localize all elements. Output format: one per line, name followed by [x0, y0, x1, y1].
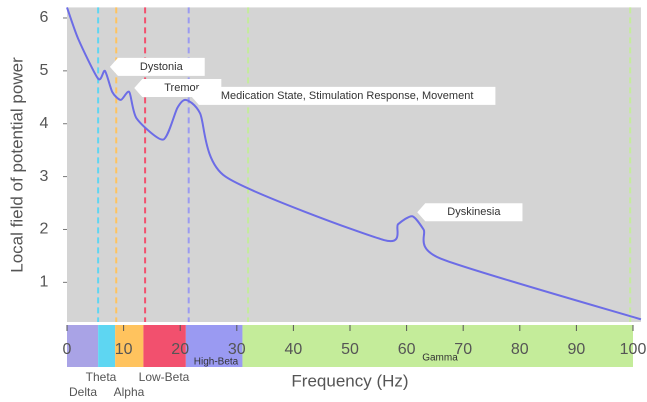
band	[98, 325, 116, 367]
x-tick-label: 40	[285, 341, 303, 358]
band	[67, 325, 99, 367]
callout-label: Medication State, Stimulation Response, …	[221, 90, 474, 102]
band-label: Theta	[86, 370, 117, 384]
x-tick-label: 0	[63, 341, 72, 358]
band	[143, 325, 186, 367]
band-label: Delta	[69, 385, 97, 399]
callout-box	[417, 203, 523, 222]
x-tick-label: 30	[228, 341, 246, 358]
x-tick-label: 50	[341, 341, 359, 358]
y-tick-label: 3	[40, 168, 49, 185]
callout: Medication State, Stimulation Response, …	[190, 86, 496, 105]
x-tick-label: 90	[568, 341, 586, 358]
band	[242, 325, 633, 367]
y-tick-label: 4	[40, 115, 49, 132]
plot-area	[67, 7, 641, 323]
band	[185, 325, 243, 367]
callout-box	[109, 57, 205, 76]
band-label: Alpha	[114, 385, 145, 399]
x-tick-label: 70	[454, 341, 472, 358]
y-tick-label: 1	[40, 274, 49, 291]
band-label: Gamma	[422, 353, 458, 364]
callout: Dyskinesia	[417, 203, 523, 222]
x-tick-label: 80	[511, 341, 529, 358]
band	[115, 325, 144, 367]
callout: Dystonia	[109, 57, 205, 76]
x-axis-title: Frequency (Hz)	[291, 371, 408, 390]
x-tick-label: 60	[398, 341, 416, 358]
callout-box	[190, 86, 496, 105]
y-axis-title: Local field of potential power	[7, 57, 26, 273]
callout-label: Dystonia	[140, 61, 184, 73]
x-tick-label: 20	[171, 341, 189, 358]
y-tick-label: 5	[40, 62, 49, 79]
data-line	[66, 7, 642, 321]
band-label: High-Beta	[194, 357, 239, 368]
y-tick-label: 2	[40, 221, 49, 238]
callout-label: Tremor	[164, 82, 199, 94]
band-label: Low-Beta	[139, 370, 190, 384]
x-tick-label: 100	[620, 341, 647, 358]
x-tick-label: 10	[115, 341, 133, 358]
callout-label: Dyskinesia	[447, 206, 501, 218]
y-tick-label: 6	[40, 9, 49, 26]
